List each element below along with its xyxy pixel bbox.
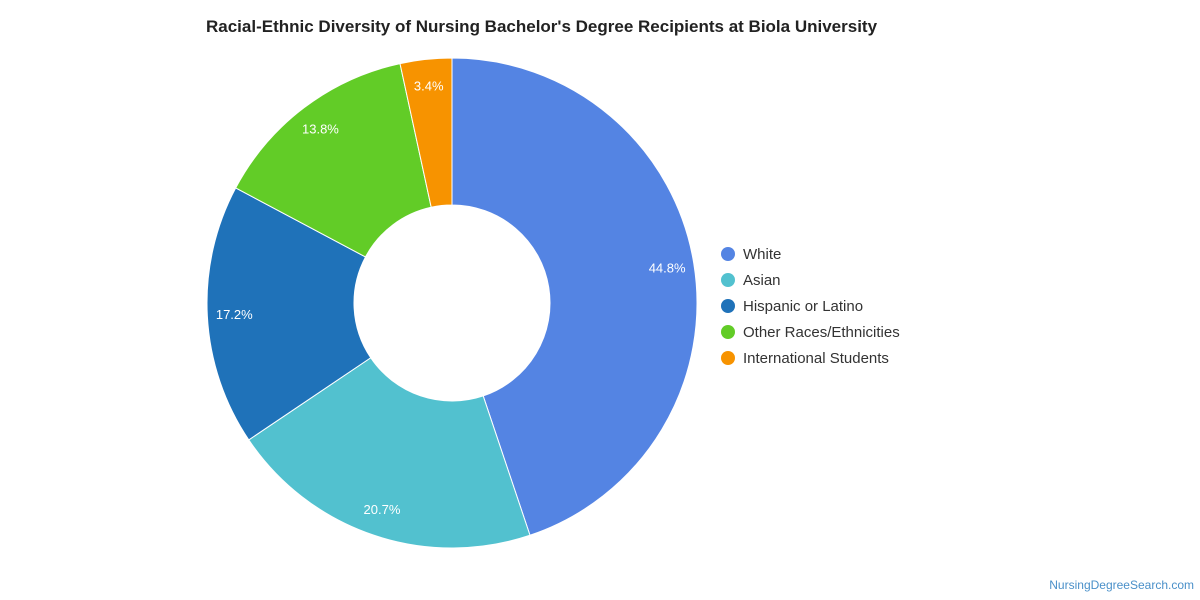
data-label-international-students: 3.4% xyxy=(414,79,444,94)
legend-swatch xyxy=(721,247,735,261)
legend-swatch xyxy=(721,325,735,339)
slice-white[interactable] xyxy=(451,57,698,536)
slice-international-students[interactable] xyxy=(399,57,453,208)
legend-label: Asian xyxy=(743,271,781,289)
slice-hispanic-or-latino[interactable] xyxy=(206,187,372,441)
legend-label: Hispanic or Latino xyxy=(743,297,864,315)
slices-group xyxy=(206,57,698,549)
legend-item-asian[interactable]: Asian xyxy=(721,267,900,293)
legend-label: International Students xyxy=(743,349,889,367)
legend-label: White xyxy=(743,245,782,263)
slice-asian[interactable] xyxy=(248,357,531,549)
legend-label: Other Races/Ethnicities xyxy=(743,323,900,341)
data-label-other-races-ethnicities: 13.8% xyxy=(302,122,339,137)
legend-swatch xyxy=(721,299,735,313)
data-label-asian: 20.7% xyxy=(364,502,401,517)
legend-swatch xyxy=(721,351,735,365)
legend: White Asian Hispanic or Latino Other Races/… xyxy=(721,241,900,371)
slice-other-races-ethnicities[interactable] xyxy=(235,62,432,258)
data-label-white: 44.8% xyxy=(649,260,686,275)
legend-item-other-races-ethnicities[interactable]: Other Races/Ethnicities xyxy=(721,319,900,345)
legend-swatch xyxy=(721,273,735,287)
data-label-hispanic-or-latino: 17.2% xyxy=(216,307,253,322)
chart-title: Racial-Ethnic Diversity of Nursing Bache… xyxy=(206,17,878,36)
data-labels-group: 44.8% 20.7% 17.2% 13.8% 3.4% xyxy=(216,79,686,517)
source-link[interactable]: NursingDegreeSearch.com xyxy=(1049,578,1194,592)
legend-item-international-students[interactable]: International Students xyxy=(721,345,900,371)
legend-item-white[interactable]: White xyxy=(721,241,900,267)
legend-item-hispanic-or-latino[interactable]: Hispanic or Latino xyxy=(721,293,900,319)
